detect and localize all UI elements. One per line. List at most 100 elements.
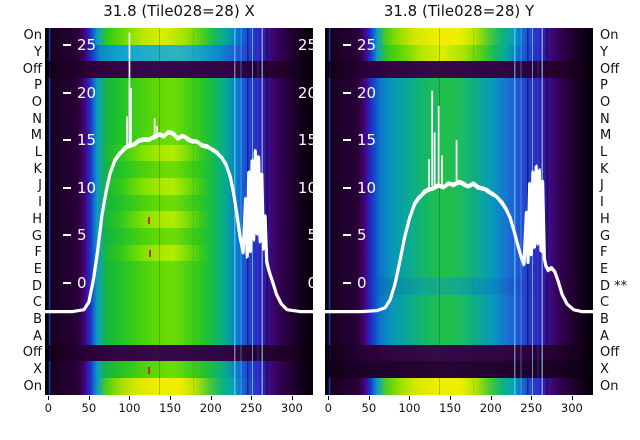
dipole-label-right-13: F	[600, 245, 608, 261]
dipole-label-right-19: Off	[600, 345, 620, 361]
tick-value: 0	[357, 274, 367, 292]
dipole-label-left-18: A	[33, 328, 42, 344]
tick-value: 20	[77, 83, 97, 102]
heatmap-panel-x: 25 25 20 20 15 15 10 10 5 5 0 0	[45, 28, 313, 395]
dipole-label-right-9: J	[600, 178, 604, 194]
dipole-label-left-13: F	[34, 245, 42, 261]
dipole-label-right-2: Off	[600, 61, 620, 77]
dipole-label-left-20: X	[33, 361, 42, 377]
dipole-label-left-1: Y	[34, 45, 42, 61]
inner-db-tick-right-0: 0	[307, 274, 313, 292]
dipole-label-left-15: D	[31, 278, 42, 294]
dipole-label-right-17: B	[600, 311, 609, 327]
dipole-label-right-15: D **	[600, 278, 628, 294]
tick-dash	[63, 282, 71, 284]
x-tick-label: 0	[44, 401, 52, 415]
x-tick-label: 300	[280, 401, 303, 415]
x-tick-mark	[571, 396, 573, 400]
tick-dash	[63, 186, 71, 189]
inner-db-tick-right-10: 10	[297, 178, 313, 197]
dipole-label-right-8: K	[600, 161, 609, 177]
x-tick-label: 50	[81, 401, 97, 415]
dipole-label-right-3: P	[600, 78, 608, 94]
tick-value: 15	[357, 131, 377, 150]
inner-db-tick-right-25: 25	[297, 36, 313, 54]
x-tick-mark	[531, 396, 533, 400]
dipole-label-left-5: N	[32, 111, 42, 127]
tick-value: 25	[357, 36, 377, 54]
dipole-label-right-4: O	[600, 95, 611, 111]
dipole-label-left-9: J	[38, 178, 42, 194]
dipole-label-left-12: G	[31, 228, 42, 244]
inner-db-tick-right-20: 20	[297, 83, 313, 102]
x-tick-label: 200	[479, 401, 502, 415]
dipole-label-right-20: X	[600, 361, 609, 377]
x-tick-mark	[490, 396, 492, 400]
tick-dash	[63, 234, 71, 237]
dipole-label-left-2: Off	[22, 61, 42, 77]
tick-dash	[63, 91, 71, 94]
x-tick-label: 200	[199, 401, 222, 415]
inner-db-tick-20: 20	[343, 84, 376, 102]
x-tick-mark	[251, 396, 253, 400]
dipole-label-right-18: A	[600, 328, 609, 344]
inner-db-tick-10: 10	[63, 179, 96, 197]
dipole-label-left-17: B	[33, 311, 42, 327]
tick-dash	[343, 91, 351, 94]
x-tick-mark	[88, 396, 90, 400]
tick-dash	[343, 44, 351, 46]
inner-db-tick-15: 15	[343, 131, 376, 149]
x-tick-mark	[409, 396, 411, 400]
x-tick-label: 150	[159, 401, 182, 415]
inner-db-tick-15: 15	[63, 131, 96, 149]
dipole-label-left-3: P	[34, 78, 42, 94]
dipole-label-left-4: O	[31, 95, 42, 111]
dipole-label-right-16: C	[600, 295, 610, 311]
x-tick-label: 100	[118, 401, 141, 415]
dipole-label-right-0: On	[600, 28, 619, 44]
dipole-label-left-8: K	[33, 161, 42, 177]
dipole-label-left-10: I	[38, 195, 42, 211]
x-tick-label: 150	[439, 401, 462, 415]
dipole-label-left-0: On	[23, 28, 42, 44]
x-tick-label: 300	[560, 401, 583, 415]
dipole-label-right-1: Y	[600, 45, 608, 61]
dipole-label-left-19: Off	[22, 345, 42, 361]
dipole-label-right-14: E	[600, 261, 609, 277]
inner-db-tick-right-5: 5	[307, 226, 313, 245]
inner-db-tick-10: 10	[343, 179, 376, 197]
anomaly-mark	[148, 216, 151, 224]
inner-db-tick-5: 5	[63, 226, 87, 244]
tick-value: 0	[77, 274, 87, 292]
tick-value: 20	[357, 83, 377, 102]
dipole-label-right-6: M	[600, 128, 612, 144]
x-tick-label: 100	[398, 401, 421, 415]
dipole-label-right-21: On	[600, 378, 619, 394]
tick-dash	[343, 186, 351, 189]
tick-value: 10	[77, 178, 97, 197]
x-tick-mark	[450, 396, 452, 400]
inner-db-tick-0: 0	[343, 274, 367, 292]
tick-dash	[343, 234, 351, 237]
dipole-label-left-11: H	[32, 211, 42, 227]
x-tick-mark	[129, 396, 131, 400]
dipole-label-right-5: N	[600, 111, 610, 127]
x-tick-mark	[210, 396, 212, 400]
x-tick-label: 50	[361, 401, 377, 415]
tick-dash	[343, 282, 351, 284]
inner-db-tick-5: 5	[343, 226, 367, 244]
inner-db-tick-25: 25	[63, 36, 96, 54]
x-tick-mark	[48, 396, 50, 400]
x-tick-mark	[291, 396, 293, 400]
dipole-label-right-7: L	[600, 145, 608, 161]
heatmap-panel-y: 25 20 15 10 5 0	[325, 28, 593, 395]
tick-value: 10	[357, 178, 377, 197]
inner-db-tick-25: 25	[343, 36, 376, 54]
dipole-label-left-14: E	[33, 261, 42, 277]
panel-y-title: 31.8 (Tile028=28) Y	[383, 2, 535, 20]
inner-db-tick-right-15: 15	[297, 131, 313, 150]
dipole-label-left-6: M	[30, 128, 42, 144]
tick-dash	[63, 44, 71, 46]
anomaly-mark	[148, 250, 151, 258]
